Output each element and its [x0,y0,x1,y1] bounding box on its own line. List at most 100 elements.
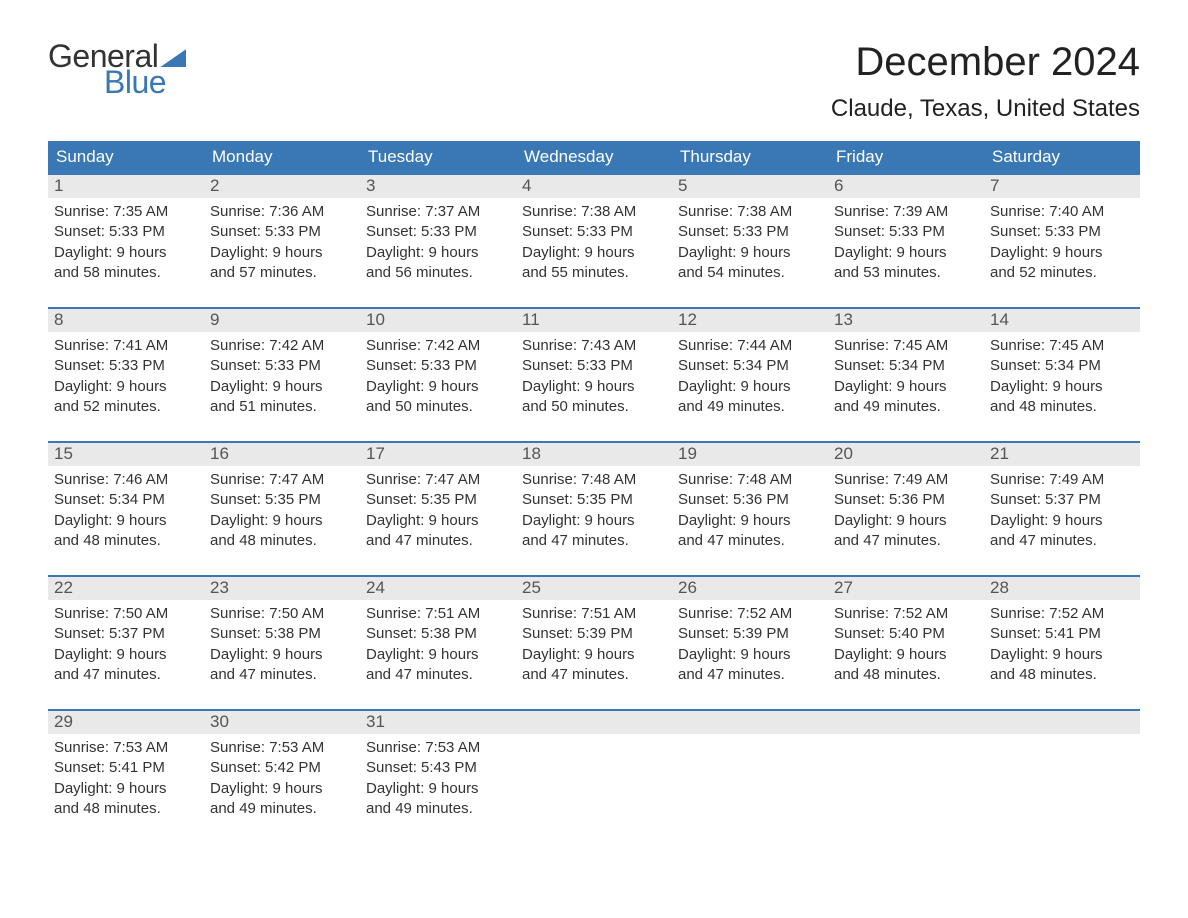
cell-body: Sunrise: 7:51 AMSunset: 5:38 PMDaylight:… [360,600,516,691]
daylight-text-line1: Daylight: 9 hours [522,645,666,665]
day-number-strip: 24 [360,577,516,600]
sunrise-text: Sunrise: 7:42 AM [210,336,354,356]
sunset-text: Sunset: 5:33 PM [366,356,510,376]
cell-body: Sunrise: 7:50 AMSunset: 5:38 PMDaylight:… [204,600,360,691]
sunset-text: Sunset: 5:41 PM [990,624,1134,644]
calendar-week: 8Sunrise: 7:41 AMSunset: 5:33 PMDaylight… [48,307,1140,423]
sunrise-text: Sunrise: 7:44 AM [678,336,822,356]
calendar-cell: 30Sunrise: 7:53 AMSunset: 5:42 PMDayligh… [204,711,360,825]
sunset-text: Sunset: 5:43 PM [366,758,510,778]
month-title: December 2024 [831,40,1140,85]
day-number-strip: 15 [48,443,204,466]
weeks-container: 1Sunrise: 7:35 AMSunset: 5:33 PMDaylight… [48,173,1140,825]
daylight-text-line2: and 49 minutes. [210,799,354,819]
sunset-text: Sunset: 5:33 PM [54,356,198,376]
day-number-strip: 9 [204,309,360,332]
cell-body: Sunrise: 7:38 AMSunset: 5:33 PMDaylight:… [516,198,672,289]
day-number: 24 [360,577,516,600]
day-number: 26 [672,577,828,600]
cell-body: Sunrise: 7:40 AMSunset: 5:33 PMDaylight:… [984,198,1140,289]
sunrise-text: Sunrise: 7:36 AM [210,202,354,222]
daylight-text-line2: and 47 minutes. [990,531,1134,551]
day-number: 3 [360,175,516,198]
daylight-text-line1: Daylight: 9 hours [834,645,978,665]
daylight-text-line2: and 54 minutes. [678,263,822,283]
sunrise-text: Sunrise: 7:52 AM [834,604,978,624]
cell-body: Sunrise: 7:46 AMSunset: 5:34 PMDaylight:… [48,466,204,557]
sunset-text: Sunset: 5:33 PM [834,222,978,242]
cell-body: Sunrise: 7:50 AMSunset: 5:37 PMDaylight:… [48,600,204,691]
cell-body: Sunrise: 7:52 AMSunset: 5:40 PMDaylight:… [828,600,984,691]
sunset-text: Sunset: 5:36 PM [834,490,978,510]
calendar-cell: 14Sunrise: 7:45 AMSunset: 5:34 PMDayligh… [984,309,1140,423]
cell-body: Sunrise: 7:52 AMSunset: 5:41 PMDaylight:… [984,600,1140,691]
daylight-text-line1: Daylight: 9 hours [366,377,510,397]
cell-body: Sunrise: 7:36 AMSunset: 5:33 PMDaylight:… [204,198,360,289]
calendar-cell: 27Sunrise: 7:52 AMSunset: 5:40 PMDayligh… [828,577,984,691]
daylight-text-line2: and 49 minutes. [834,397,978,417]
sunrise-text: Sunrise: 7:49 AM [990,470,1134,490]
cell-body: Sunrise: 7:53 AMSunset: 5:43 PMDaylight:… [360,734,516,825]
sunrise-text: Sunrise: 7:49 AM [834,470,978,490]
calendar-cell [516,711,672,825]
day-number: 21 [984,443,1140,466]
sunset-text: Sunset: 5:33 PM [366,222,510,242]
day-number-strip: 28 [984,577,1140,600]
day-number [984,711,1140,734]
daylight-text-line1: Daylight: 9 hours [678,377,822,397]
day-number: 19 [672,443,828,466]
day-number: 17 [360,443,516,466]
daylight-text-line1: Daylight: 9 hours [210,511,354,531]
daylight-text-line2: and 48 minutes. [54,799,198,819]
daylight-text-line1: Daylight: 9 hours [54,779,198,799]
title-block: December 2024 Claude, Texas, United Stat… [831,40,1140,123]
calendar-cell: 15Sunrise: 7:46 AMSunset: 5:34 PMDayligh… [48,443,204,557]
daylight-text-line1: Daylight: 9 hours [990,511,1134,531]
cell-body: Sunrise: 7:44 AMSunset: 5:34 PMDaylight:… [672,332,828,423]
sunrise-text: Sunrise: 7:46 AM [54,470,198,490]
cell-body [672,734,828,744]
sunset-text: Sunset: 5:41 PM [54,758,198,778]
day-number-strip: 16 [204,443,360,466]
sunset-text: Sunset: 5:33 PM [210,356,354,376]
day-number: 28 [984,577,1140,600]
sunset-text: Sunset: 5:35 PM [366,490,510,510]
cell-body: Sunrise: 7:51 AMSunset: 5:39 PMDaylight:… [516,600,672,691]
cell-body: Sunrise: 7:38 AMSunset: 5:33 PMDaylight:… [672,198,828,289]
day-number-strip: 2 [204,175,360,198]
day-number: 30 [204,711,360,734]
cell-body: Sunrise: 7:48 AMSunset: 5:36 PMDaylight:… [672,466,828,557]
calendar-cell: 6Sunrise: 7:39 AMSunset: 5:33 PMDaylight… [828,175,984,289]
daylight-text-line1: Daylight: 9 hours [210,645,354,665]
day-number-strip: 19 [672,443,828,466]
daylight-text-line2: and 48 minutes. [54,531,198,551]
day-header: Friday [828,141,984,173]
daylight-text-line2: and 53 minutes. [834,263,978,283]
day-header: Saturday [984,141,1140,173]
day-number-strip: 1 [48,175,204,198]
day-number-strip [828,711,984,734]
sunrise-text: Sunrise: 7:48 AM [678,470,822,490]
calendar-cell: 28Sunrise: 7:52 AMSunset: 5:41 PMDayligh… [984,577,1140,691]
daylight-text-line2: and 48 minutes. [834,665,978,685]
day-number: 6 [828,175,984,198]
daylight-text-line2: and 47 minutes. [678,531,822,551]
sunrise-text: Sunrise: 7:52 AM [678,604,822,624]
cell-body: Sunrise: 7:45 AMSunset: 5:34 PMDaylight:… [984,332,1140,423]
calendar: SundayMondayTuesdayWednesdayThursdayFrid… [48,141,1140,825]
cell-body: Sunrise: 7:53 AMSunset: 5:42 PMDaylight:… [204,734,360,825]
cell-body: Sunrise: 7:47 AMSunset: 5:35 PMDaylight:… [204,466,360,557]
calendar-cell: 24Sunrise: 7:51 AMSunset: 5:38 PMDayligh… [360,577,516,691]
day-number-strip: 17 [360,443,516,466]
day-header: Monday [204,141,360,173]
daylight-text-line2: and 51 minutes. [210,397,354,417]
calendar-cell: 12Sunrise: 7:44 AMSunset: 5:34 PMDayligh… [672,309,828,423]
day-number: 31 [360,711,516,734]
cell-body: Sunrise: 7:49 AMSunset: 5:37 PMDaylight:… [984,466,1140,557]
day-number-strip: 21 [984,443,1140,466]
day-number-strip: 4 [516,175,672,198]
day-number [672,711,828,734]
sunrise-text: Sunrise: 7:38 AM [522,202,666,222]
day-number-strip [672,711,828,734]
daylight-text-line1: Daylight: 9 hours [366,243,510,263]
